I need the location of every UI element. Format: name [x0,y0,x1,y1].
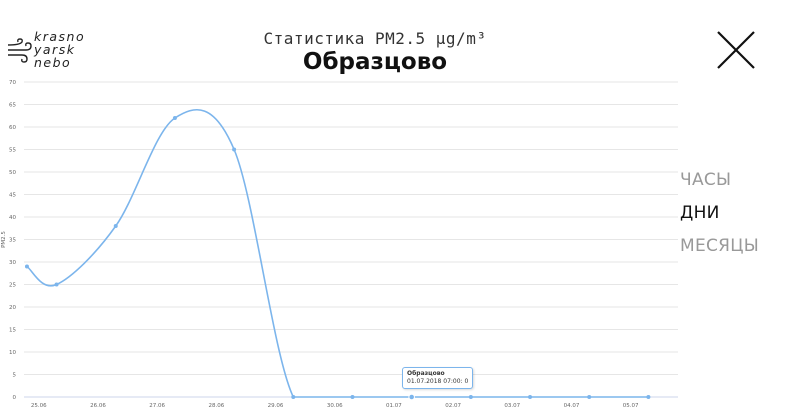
x-tick-label: 26.06 [90,403,106,409]
range-option-hours[interactable]: ЧАСЫ [680,170,732,190]
data-point [113,224,118,228]
x-tick-label: 02.07 [445,403,461,409]
y-tick-label: 40 [9,215,16,221]
y-tick-label: 5 [13,373,17,379]
y-tick-label: 15 [9,328,16,334]
y-axis-label: PM2.5 [1,231,7,248]
y-tick-label: 65 [9,103,16,109]
logo-line: krasno [34,29,86,44]
x-tick-label: 27.06 [149,403,165,409]
tooltip-text: 01.07.2018 07:00: 0 [407,378,469,385]
y-tick-label: 60 [9,125,16,131]
page-title: Статистика PM2.5 µg/m³ [263,29,487,48]
data-point [528,395,533,399]
chart-tooltip: Образцово 01.07.2018 07:00: 0 [402,367,474,389]
close-icon [717,31,755,69]
data-point [350,395,355,399]
range-option-months[interactable]: МЕСЯЦЫ [680,236,760,256]
range-option-days[interactable]: ДНИ [680,203,720,223]
y-tick-label: 35 [9,238,16,244]
x-tick-label: 29.06 [268,403,284,409]
series-line [26,109,649,398]
station-name: Образцово [302,49,448,75]
tooltip-title: Образцово [407,370,445,377]
data-point [646,395,651,399]
x-tick-label: 04.07 [564,403,580,409]
logo-wordmark: krasno yarsk nebo [34,30,85,69]
data-point [172,116,177,120]
y-tick-label: 25 [9,283,16,289]
x-tick-label: 30.06 [327,403,343,409]
x-tick-label: 25.06 [31,403,47,409]
wind-logo-icon [7,38,32,63]
data-point [587,395,592,399]
logo: krasno yarsk nebo [6,30,101,72]
x-tick-label: 01.07 [386,403,402,409]
y-tick-label: 0 [13,395,17,401]
data-point [408,393,415,401]
x-tick-label: 28.06 [208,403,224,409]
data-point [54,282,59,287]
x-tick-label: 03.07 [504,403,520,409]
y-tick-label: 55 [9,148,16,154]
y-tick-label: 30 [9,260,16,266]
y-tick-label: 45 [9,193,16,199]
data-point [24,264,29,269]
data-point [468,395,473,399]
x-tick-label: 05.07 [623,403,639,409]
y-tick-label: 50 [9,170,16,176]
close-button[interactable] [716,30,756,70]
logo-line: yarsk [34,42,76,57]
logo-line: nebo [34,55,72,70]
data-point [232,147,237,152]
data-point [291,395,296,399]
y-tick-label: 10 [9,350,16,356]
range-selector: ЧАСЫ ДНИ МЕСЯЦЫ [680,170,759,269]
y-tick-label: 20 [9,305,16,311]
y-tick-label: 70 [9,80,16,86]
